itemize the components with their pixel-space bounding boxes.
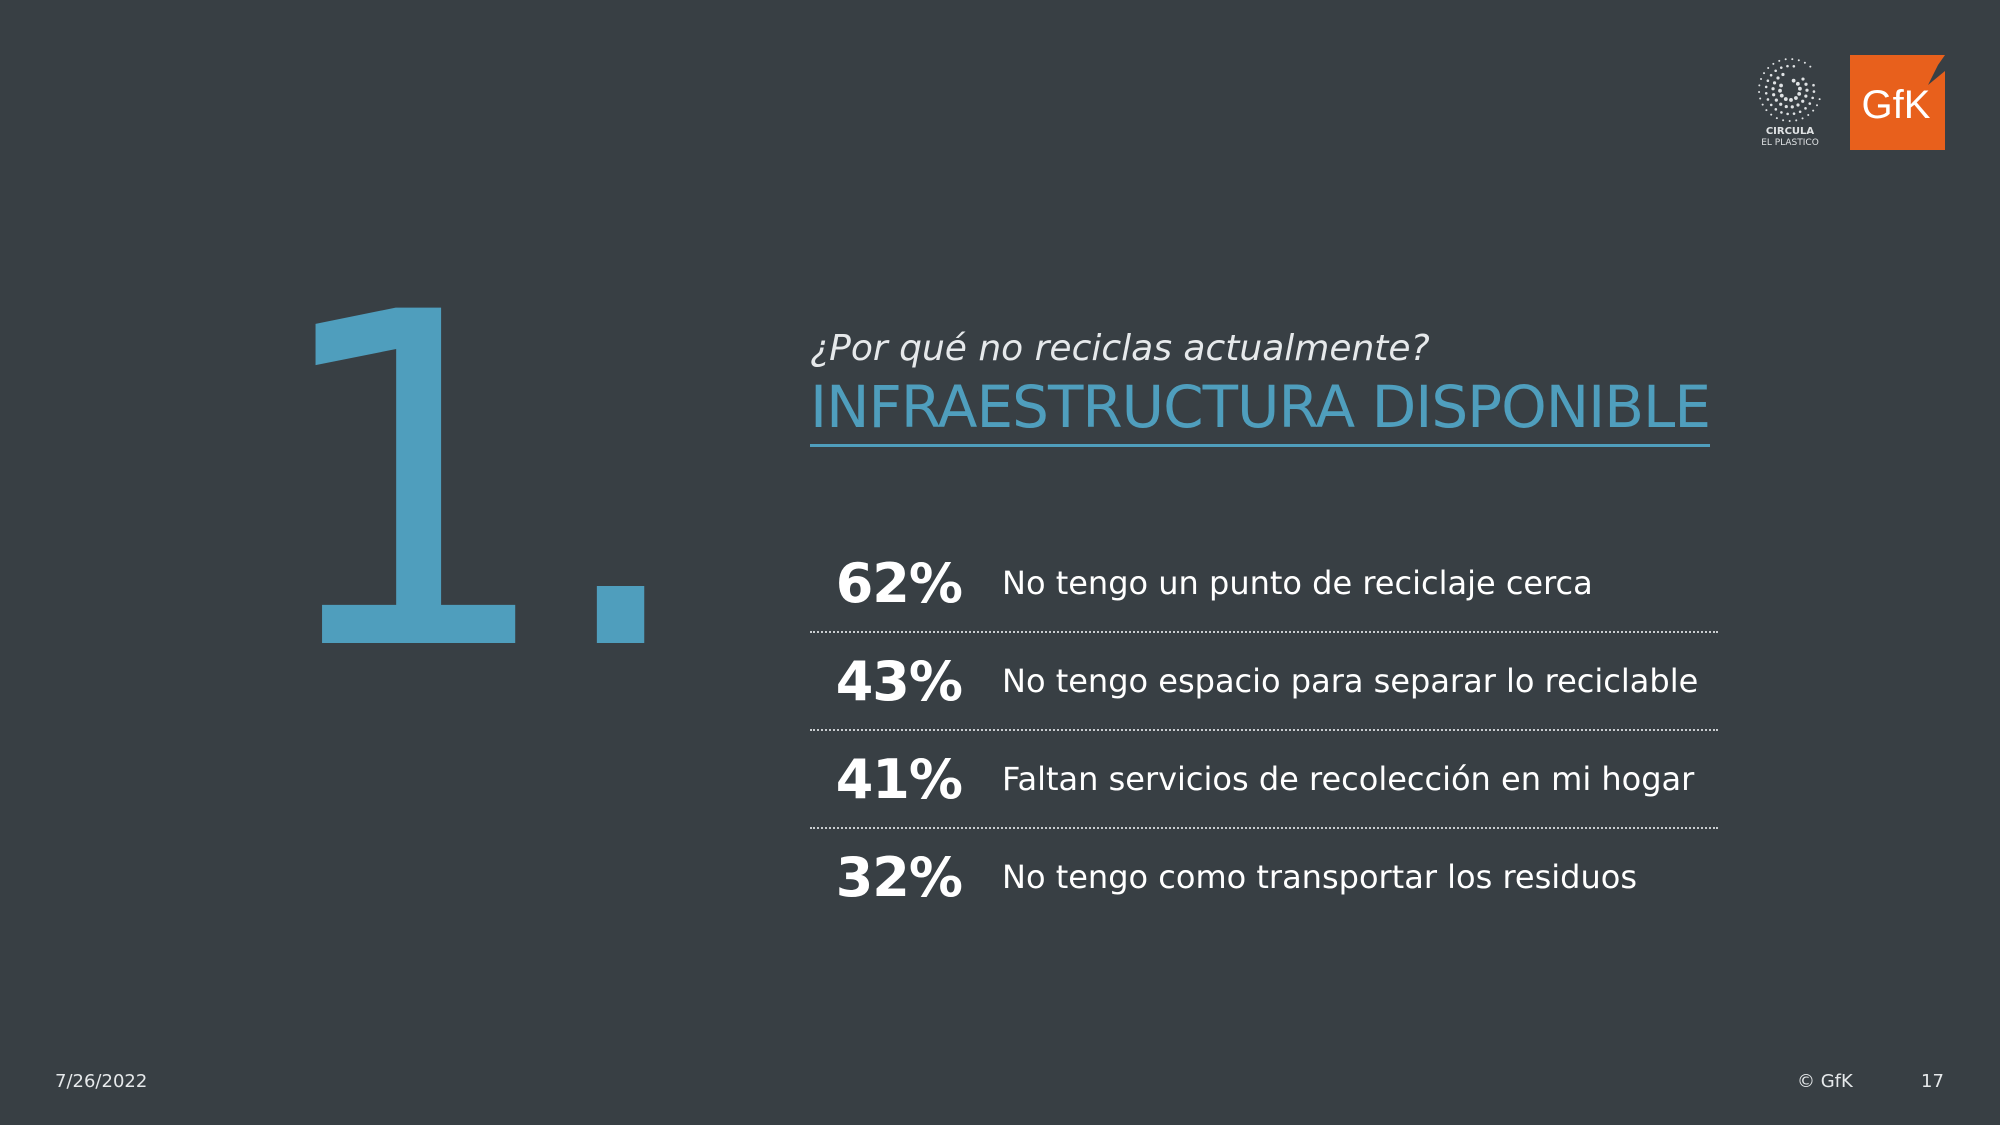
spiral-dot: [1798, 110, 1802, 114]
spiral-dot: [1809, 65, 1812, 68]
spiral-dot: [1763, 72, 1766, 75]
spiral-dot: [1764, 85, 1768, 89]
stat-row: 41% Faltan servicios de recolección en m…: [810, 731, 1718, 829]
question-text: ¿Por qué no reciclas actualmente?: [810, 328, 1430, 369]
spiral-dot: [1804, 107, 1807, 110]
spiral-dot: [1789, 98, 1793, 102]
spiral-dot: [1791, 78, 1796, 83]
spiral-dot: [1766, 79, 1770, 83]
spiral-dot: [1779, 83, 1783, 88]
spiral-dot: [1774, 98, 1778, 102]
spiral-dot: [1781, 72, 1785, 77]
spiral-dot: [1812, 109, 1815, 112]
spiral-dot: [1805, 88, 1809, 92]
spiral-dot: [1796, 103, 1800, 107]
spiral-dot: [1760, 78, 1763, 80]
stat-percent: 32%: [835, 845, 963, 909]
spiral-dot: [1786, 64, 1789, 68]
spiral-dot: [1779, 93, 1784, 98]
stat-label: No tengo un punto de reciclaje cerca: [1002, 564, 1593, 602]
spiral-dot: [1758, 91, 1761, 93]
spiral-dot: [1771, 87, 1775, 91]
spiral-dot: [1798, 86, 1802, 91]
spiral-dot: [1818, 98, 1821, 101]
spiral-dot: [1780, 111, 1783, 114]
page-number: 17: [1921, 1071, 1944, 1092]
spiral-dot: [1784, 58, 1787, 61]
spiral-dot: [1772, 93, 1776, 97]
stat-row: 32% No tengo como transportar los residu…: [810, 829, 1718, 925]
spiral-dot: [1774, 69, 1777, 73]
spiral-dot: [1797, 59, 1800, 62]
spiral-dot: [1775, 117, 1778, 120]
spiral-dot: [1791, 58, 1794, 61]
spiral-dot: [1772, 81, 1777, 85]
gfk-logo: GfK: [1850, 55, 1945, 150]
spiral-dot: [1758, 84, 1761, 87]
spiral-dot: [1774, 108, 1778, 111]
spiral-dot: [1801, 117, 1804, 120]
stat-percent: 43%: [835, 649, 963, 713]
spiral-dot: [1779, 66, 1783, 69]
stat-label: Faltan servicios de recolección en mi ho…: [1002, 760, 1695, 798]
spiral-dot: [1807, 114, 1810, 117]
section-number: 1.: [265, 217, 694, 752]
circula-el-plastico-logo: CIRCULA EL PLASTICO: [1748, 56, 1832, 152]
spiral-dot: [1812, 83, 1815, 87]
spiral-dot: [1786, 112, 1789, 116]
spiral-dot: [1784, 104, 1788, 109]
spiral-dot: [1804, 94, 1808, 98]
spiral-dot: [1790, 105, 1794, 109]
spiral-dot: [1801, 99, 1805, 103]
spiral-dot: [1766, 98, 1770, 101]
spiral-dot: [1759, 97, 1762, 100]
stat-percent: 62%: [835, 551, 963, 615]
headline: INFRAESTRUCTURA DISPONIBLE: [810, 372, 1711, 447]
spiral-dot: [1801, 77, 1805, 81]
spiral-dot: [1808, 102, 1812, 105]
spiral-dot: [1794, 96, 1798, 100]
spiral-dot: [1778, 59, 1781, 62]
spiral-dot: [1769, 73, 1773, 77]
spiral-dot: [1782, 119, 1785, 122]
spiral-dot: [1776, 76, 1780, 80]
spiral-dot: [1778, 88, 1782, 93]
spiral-dot: [1769, 103, 1773, 107]
spiral-dot: [1795, 119, 1798, 122]
circula-logo-line1: CIRCULA: [1765, 126, 1815, 137]
gfk-logo-text: GfK: [1862, 83, 1931, 127]
spiral-dot: [1792, 112, 1796, 115]
stat-percent: 41%: [835, 747, 963, 811]
spiral-dot: [1783, 97, 1788, 101]
circula-logo-line2: EL PLASTICO: [1761, 138, 1819, 148]
spiral-dot: [1765, 109, 1768, 112]
stat-label: No tengo espacio para separar lo recicla…: [1002, 662, 1699, 700]
spiral-dot: [1803, 61, 1806, 64]
spiral-dot: [1792, 65, 1796, 68]
spiral-dot: [1816, 104, 1818, 107]
spiral-dot: [1788, 120, 1791, 122]
spiral-dot: [1764, 91, 1768, 95]
footer-date: 7/26/2022: [55, 1071, 148, 1092]
stats-list: 62% No tengo un punto de reciclaje cerca…: [810, 535, 1718, 925]
spiral-dot: [1804, 82, 1808, 86]
footer-copyright: © GfK: [1797, 1071, 1853, 1092]
spiral-dot: [1811, 96, 1814, 100]
dot-spiral-icon: [1758, 58, 1821, 122]
spiral-dot: [1770, 113, 1773, 116]
spiral-dot: [1795, 81, 1800, 86]
stat-row: 43% No tengo espacio para separar lo rec…: [810, 633, 1718, 731]
spiral-dot: [1772, 62, 1775, 65]
spiral-dot: [1812, 90, 1816, 93]
stat-label: No tengo como transportar los residuos: [1002, 858, 1638, 896]
spiral-dot: [1767, 66, 1770, 69]
spiral-dot: [1761, 103, 1764, 106]
stat-row: 62% No tengo un punto de reciclaje cerca: [810, 535, 1718, 633]
spiral-dot: [1779, 102, 1783, 106]
spiral-dot: [1797, 92, 1802, 96]
